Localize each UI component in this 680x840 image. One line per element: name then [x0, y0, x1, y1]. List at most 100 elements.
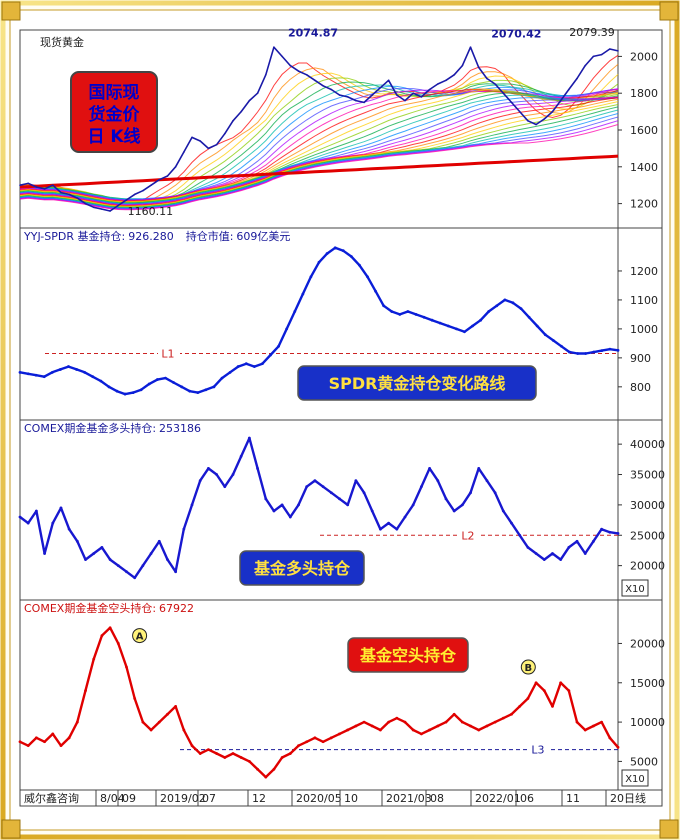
data-point — [390, 310, 394, 313]
data-point — [43, 552, 46, 555]
header-value: 926.280 — [128, 230, 174, 243]
data-point — [305, 740, 309, 744]
data-point — [180, 385, 184, 389]
caption-text: 基金多头持仓 — [253, 559, 351, 578]
data-point — [116, 564, 120, 568]
data-point — [223, 756, 227, 759]
data-point — [493, 491, 497, 495]
data-point — [446, 324, 450, 328]
data-point — [317, 260, 321, 264]
caption-box — [297, 365, 537, 401]
data-point — [502, 92, 505, 94]
data-point — [191, 136, 193, 139]
data-point — [616, 348, 620, 352]
data-point — [436, 83, 439, 85]
marker-circle — [520, 659, 536, 675]
data-point — [183, 151, 185, 153]
header-prefix: COMEX期金基金多头持仓: — [24, 421, 156, 435]
data-point — [428, 467, 431, 470]
data-point — [174, 570, 178, 574]
unit-box — [621, 769, 649, 787]
data-point — [108, 558, 112, 561]
data-point — [109, 210, 111, 212]
data-point — [379, 86, 382, 89]
data-point — [452, 712, 456, 716]
data-point — [358, 263, 361, 267]
data-point — [26, 372, 30, 376]
data-point — [149, 728, 153, 732]
data-point — [18, 515, 22, 519]
caption-text: SPDR黄金持仓变化路线 — [329, 374, 506, 393]
data-point — [125, 665, 128, 669]
data-point — [518, 110, 521, 113]
data-point — [239, 756, 243, 759]
data-point — [395, 716, 399, 720]
data-point — [560, 344, 563, 348]
x-axis-bar — [19, 789, 663, 807]
data-point — [559, 558, 563, 561]
data-point — [155, 378, 159, 381]
reference-label: L3 — [531, 744, 544, 757]
data-point — [608, 530, 612, 534]
data-point — [288, 752, 292, 755]
data-point — [460, 503, 464, 507]
x-tick-label: 2022/01 — [475, 792, 521, 805]
x-tick-label: 06 — [520, 792, 534, 805]
data-point — [297, 503, 300, 507]
data-point — [313, 479, 317, 482]
data-point — [362, 720, 366, 724]
data-point — [526, 546, 530, 549]
value-annotation: 1160.11 — [128, 205, 174, 218]
data-point — [26, 521, 30, 525]
data-point — [617, 50, 619, 52]
source-label: 威尔鑫咨询 — [24, 791, 79, 805]
data-point — [354, 479, 358, 482]
data-point — [495, 304, 499, 308]
data-point — [256, 767, 259, 771]
data-point — [67, 736, 71, 740]
data-point — [236, 365, 240, 368]
data-point — [477, 467, 481, 470]
data-point — [346, 96, 349, 98]
data-point — [510, 521, 513, 525]
data-point — [428, 728, 431, 732]
y-tick-label: 1100 — [630, 294, 658, 307]
data-point — [493, 720, 497, 724]
data-point — [616, 532, 620, 535]
data-point — [543, 118, 546, 120]
y-tick-label: 20000 — [630, 637, 665, 650]
data-point — [406, 310, 410, 313]
data-point — [616, 745, 620, 749]
data-point — [196, 391, 200, 395]
data-point — [207, 147, 210, 150]
data-point — [83, 370, 87, 374]
data-point — [430, 318, 434, 322]
series-line — [19, 626, 619, 779]
badge-line: 货金价 — [89, 104, 141, 125]
data-point — [592, 350, 596, 354]
data-point — [583, 728, 587, 732]
data-point — [142, 189, 144, 192]
data-point — [510, 712, 513, 716]
data-point — [600, 53, 603, 56]
data-point — [51, 184, 54, 186]
data-point — [583, 552, 587, 555]
data-point — [309, 275, 313, 279]
data-point — [592, 539, 595, 543]
data-point — [374, 289, 377, 293]
data-point — [600, 349, 604, 353]
data-point — [247, 760, 251, 763]
data-point — [568, 350, 571, 354]
data-point — [387, 521, 391, 525]
data-point — [325, 252, 329, 255]
data-point — [469, 46, 472, 48]
data-point — [349, 255, 353, 258]
data-point — [330, 88, 333, 91]
data-point — [551, 704, 554, 708]
data-point — [174, 704, 178, 708]
badge-line: 日 K线 — [87, 126, 140, 147]
marker-label: A — [136, 632, 144, 643]
data-point — [422, 315, 426, 319]
